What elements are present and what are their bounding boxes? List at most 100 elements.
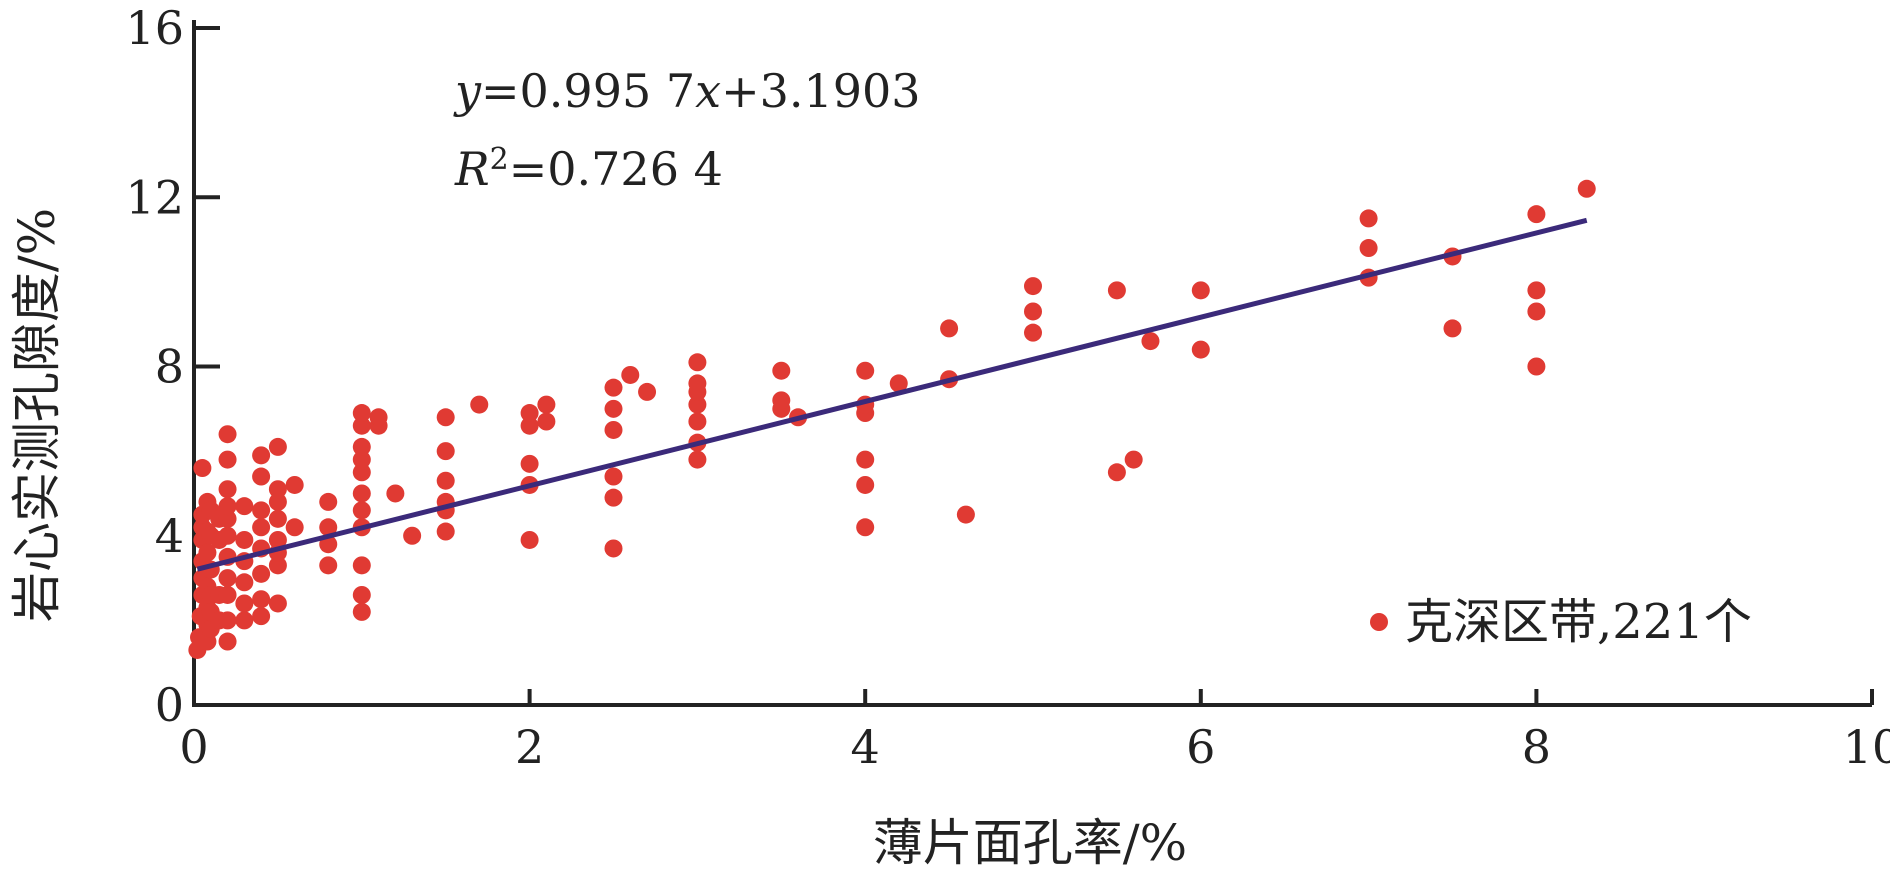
data-point [252,590,271,609]
data-point [268,556,287,575]
data-point [688,395,707,414]
equation-y: y [453,64,482,118]
x-axis-title: 薄片面孔率/% [873,814,1187,872]
fit-line [196,217,1588,572]
tick-labels: 0 2 4 6 8 10 0 4 8 12 16 [125,1,1890,774]
equation-x: x [695,64,721,118]
data-point [285,475,304,494]
data-point [1191,281,1210,300]
data-point [235,530,254,549]
data-point [1359,239,1378,258]
x-tick-label: 4 [851,720,880,774]
data-point [1107,463,1126,482]
data-point [352,416,371,435]
data-point [772,391,791,410]
data-point [1359,209,1378,228]
data-point [1527,281,1546,300]
data-point [369,408,388,427]
data-point [198,543,217,562]
data-point [252,564,271,583]
data-point [470,395,489,414]
data-point [268,530,287,549]
data-point [1024,323,1042,342]
data-point [1124,450,1143,469]
data-point [218,480,237,499]
data-point [1141,332,1160,351]
equation-coef: =0.995 7 [481,64,695,118]
data-point [856,475,875,494]
data-point [604,378,623,397]
data-point [1024,277,1042,296]
data-point [352,437,371,456]
x-tick-label: 0 [179,720,208,774]
data-point [352,501,371,520]
data-point [193,459,212,478]
data-point [268,594,287,613]
data-point [1107,281,1126,300]
data-point [856,361,875,380]
data-point [352,556,371,575]
data-point [319,556,338,575]
data-point [268,437,287,456]
data-point [436,471,455,490]
data-point [604,488,623,507]
data-point [252,518,271,537]
legend-marker [1370,613,1388,631]
y-tick-label: 8 [155,340,184,394]
data-point [604,420,623,439]
data-point [352,404,371,423]
data-point [520,454,539,473]
legend-label: 克深区带,221个 [1405,594,1752,650]
data-point [436,442,455,461]
x-tick-label: 2 [515,720,544,774]
data-point [638,382,657,401]
data-point [235,497,254,516]
data-point [604,539,623,558]
r-squared-annotation: R2=0.726 4 [454,142,723,196]
data-point [537,412,556,431]
y-tick-label: 0 [155,678,184,732]
data-point [386,484,405,503]
r2-value: =0.726 4 [509,142,723,196]
data-point [1577,179,1596,198]
data-point [218,509,237,528]
data-point [1527,302,1546,321]
data-point [218,497,237,516]
x-tick-label: 6 [1186,720,1215,774]
data-point [352,450,371,469]
data-point [1024,302,1042,321]
data-point [218,450,237,469]
data-point [520,416,539,435]
data-point [956,505,975,524]
data-point [604,399,623,418]
data-point [520,404,539,423]
data-point [235,573,254,592]
data-point [856,518,875,537]
data-point [319,492,338,511]
equation-intercept: +3.1903 [721,64,921,118]
data-point [352,585,371,604]
data-point [235,594,254,613]
data-point [772,361,791,380]
ticks [194,26,1874,705]
data-point [621,365,640,384]
data-point [436,522,455,541]
data-point [268,480,287,499]
data-point [352,484,371,503]
data-point [218,569,237,588]
data-point [352,463,371,482]
r2-r: R [454,142,490,196]
equation-annotation: y=0.995 7x+3.1903 [453,64,921,118]
y-tick-label: 16 [125,1,184,55]
data-point [1443,319,1462,338]
data-point [319,518,338,537]
y-tick-label: 12 [125,170,184,224]
data-point [252,501,271,520]
data-point [688,374,707,393]
data-point [218,632,237,651]
data-point [537,395,556,414]
data-points [188,179,1596,659]
y-axis-title: 岩心实测孔隙度/% [8,208,66,622]
